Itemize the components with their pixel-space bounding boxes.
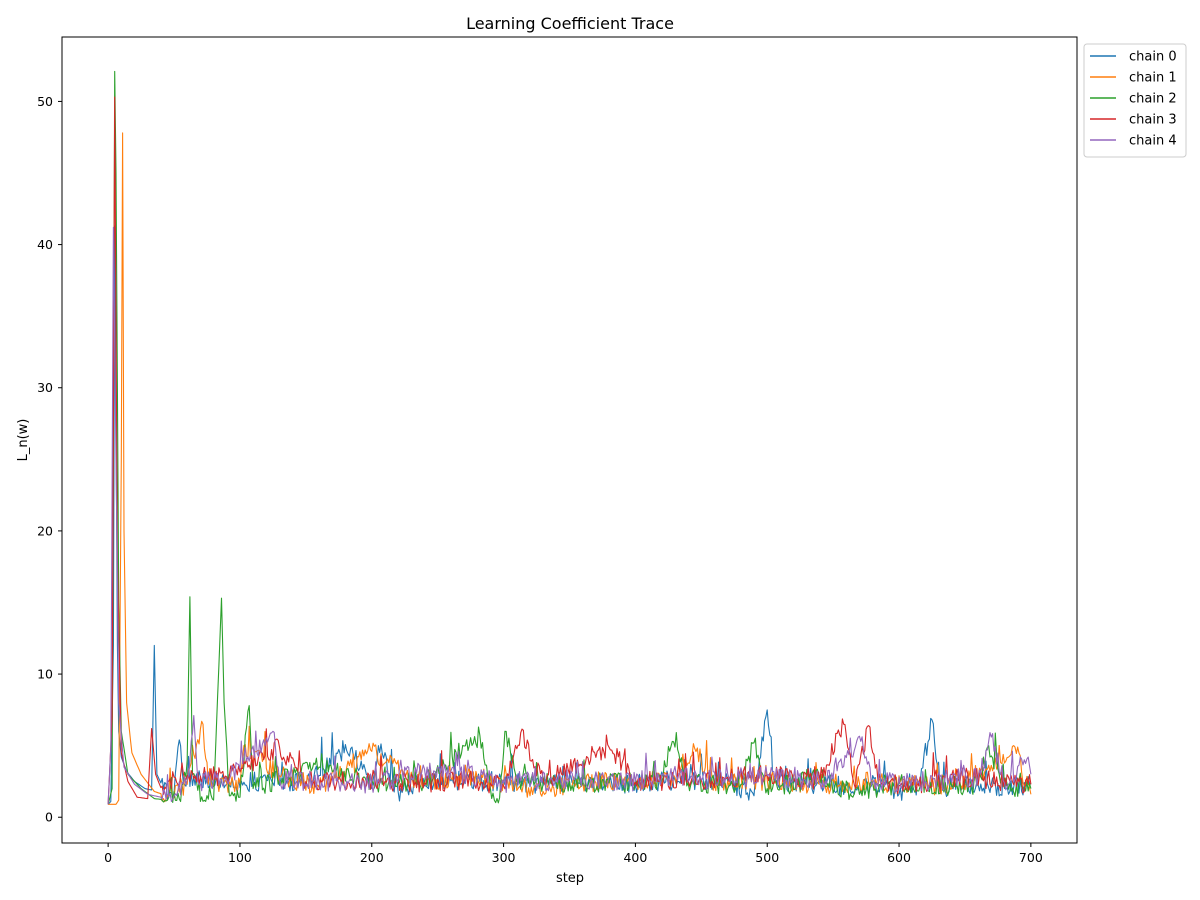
x-tick-label: 400: [623, 850, 647, 865]
x-tick-label: 100: [228, 850, 252, 865]
x-tick-label: 700: [1019, 850, 1043, 865]
x-tick-label: 300: [492, 850, 516, 865]
chart-title: Learning Coefficient Trace: [466, 14, 674, 33]
legend-label: chain 1: [1129, 71, 1177, 86]
axes-frame: [61, 36, 1078, 844]
x-tick-label: 200: [360, 850, 384, 865]
x-tick-label: 500: [755, 850, 779, 865]
x-tick-label: 0: [104, 850, 112, 865]
plot-content: [107, 70, 1032, 805]
legend: chain 0 chain 1 chain 2 chain 3 chain 4: [1083, 43, 1187, 158]
y-tick-label: 40: [37, 237, 53, 252]
y-tick-label: 0: [45, 810, 53, 825]
y-axis: 0 10 20 30 40 50: [37, 94, 62, 825]
legend-label: chain 0: [1129, 50, 1177, 65]
legend-label: chain 4: [1129, 134, 1177, 149]
y-tick-label: 20: [37, 523, 53, 538]
legend-box: [1083, 43, 1187, 158]
y-tick-label: 10: [37, 667, 53, 682]
series-line-chain-2: [107, 70, 1032, 805]
legend-label: chain 3: [1129, 113, 1177, 128]
x-tick-label: 600: [887, 850, 911, 865]
series-line-chain-1: [108, 132, 1032, 805]
y-tick-label: 50: [37, 94, 53, 109]
legend-label: chain 2: [1129, 92, 1177, 107]
x-axis: 0 100 200 300 400 500 600 700: [104, 843, 1043, 865]
y-axis-label: L_n(w): [16, 419, 31, 462]
series-line-chain-0: [107, 225, 1032, 805]
series-line-chain-4: [107, 226, 1032, 805]
y-tick-label: 30: [37, 380, 53, 395]
series-line-chain-3: [107, 96, 1032, 805]
x-axis-label: step: [556, 871, 584, 886]
